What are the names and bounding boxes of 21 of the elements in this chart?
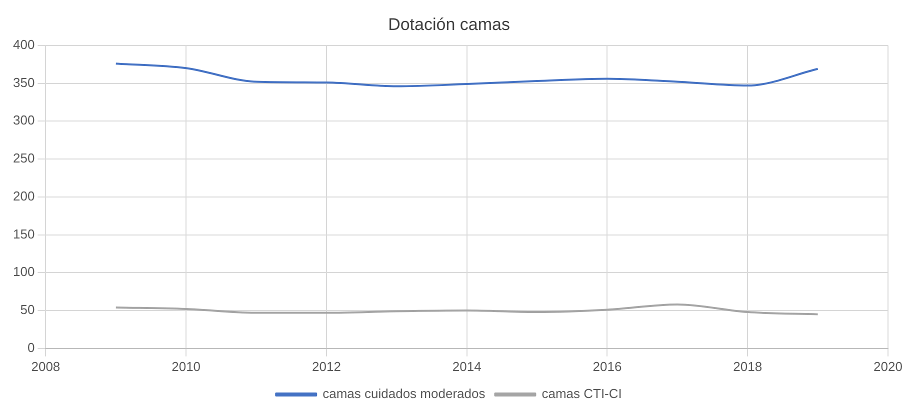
chart-title: Dotación camas — [388, 14, 510, 34]
x-tick-label: 2008 — [31, 358, 60, 374]
x-tick-label: 2016 — [592, 358, 622, 374]
legend-label: camas cuidados moderados — [322, 386, 486, 402]
x-tick-label: 2012 — [312, 358, 341, 374]
y-tick-label: 300 — [12, 112, 35, 128]
legend-label: camas CTI-CI — [542, 386, 622, 402]
y-tick-label: 0 — [27, 340, 35, 355]
y-tick-label: 350 — [12, 74, 35, 90]
y-tick-label: 150 — [12, 226, 35, 242]
x-tick-label: 2014 — [452, 358, 482, 374]
y-tick-label: 250 — [12, 150, 35, 166]
line-series — [114, 303, 819, 316]
x-tick-label: 2018 — [733, 358, 762, 374]
line-series — [114, 62, 819, 88]
y-tick-label: 200 — [12, 188, 35, 204]
y-tick-label: 100 — [12, 264, 35, 280]
x-tick-label: 2010 — [172, 358, 201, 374]
y-tick-label: 50 — [20, 302, 35, 318]
y-tick-label: 400 — [12, 36, 35, 52]
x-tick-label: 2020 — [874, 358, 902, 374]
